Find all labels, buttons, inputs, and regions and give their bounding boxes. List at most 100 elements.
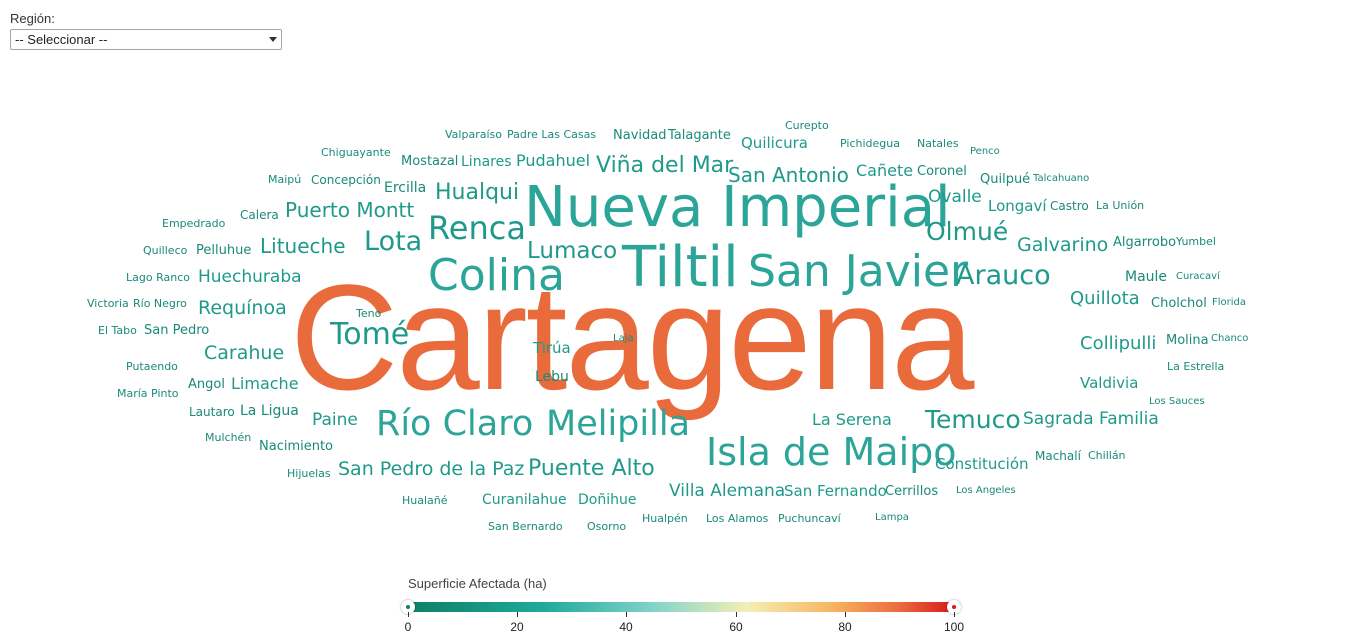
word-cloud-item[interactable]: Padre Las Casas — [507, 128, 597, 141]
word-cloud-item[interactable]: Linares — [461, 154, 512, 170]
word-cloud-item[interactable]: Angol — [188, 377, 225, 392]
word-cloud-item[interactable]: Penco — [970, 146, 1000, 157]
word-cloud-item[interactable]: Ercilla — [384, 180, 427, 196]
legend-min-handle[interactable] — [401, 600, 415, 614]
word-cloud-item[interactable]: Valparaíso — [445, 128, 502, 141]
word-cloud-item[interactable]: Río Negro — [133, 297, 187, 310]
word-cloud-item[interactable]: Yumbel — [1176, 235, 1216, 248]
word-cloud-item[interactable]: Hualañé — [402, 494, 448, 507]
word-cloud-item[interactable]: Coronel — [917, 164, 967, 179]
word-cloud-item[interactable]: Paine — [312, 410, 358, 430]
word-cloud-item[interactable]: Talagante — [668, 128, 731, 143]
word-cloud-item[interactable]: San Pedro — [144, 323, 210, 338]
word-cloud-item[interactable]: Arauco — [956, 260, 1051, 291]
word-cloud-item[interactable]: Colina — [428, 250, 565, 301]
word-cloud-item[interactable]: El Tabo — [98, 324, 137, 337]
word-cloud-item[interactable]: Litueche — [260, 234, 346, 258]
word-cloud-item[interactable]: Nueva Imperial — [524, 175, 951, 240]
word-cloud-item[interactable]: Chillán — [1088, 449, 1126, 462]
word-cloud-item[interactable]: Lautaro — [189, 405, 235, 419]
word-cloud-item[interactable]: San Bernardo — [488, 520, 563, 533]
word-cloud-item[interactable]: Sagrada Familia — [1023, 409, 1159, 429]
word-cloud-item[interactable]: Requínoa — [198, 297, 287, 319]
word-cloud-item[interactable]: Chiguayante — [321, 146, 391, 159]
word-cloud-item[interactable]: Laja — [613, 333, 634, 344]
word-cloud-item[interactable]: Puente Alto — [528, 456, 655, 481]
word-cloud-item[interactable]: Pichidegua — [840, 137, 900, 150]
word-cloud-item[interactable]: San Antonio — [728, 163, 849, 187]
word-cloud-item[interactable]: Huechuraba — [198, 267, 302, 287]
word-cloud-item[interactable]: Curanilahue — [482, 492, 567, 508]
word-cloud-item[interactable]: Navidad — [613, 128, 667, 143]
word-cloud-item[interactable]: San Javier — [748, 246, 969, 297]
word-cloud-item[interactable]: Pudahuel — [516, 151, 591, 170]
word-cloud-item[interactable]: Mostazal — [401, 154, 459, 169]
word-cloud-item[interactable]: María Pinto — [117, 387, 179, 400]
word-cloud-item[interactable]: Hijuelas — [287, 467, 331, 480]
word-cloud-item[interactable]: Renca — [428, 209, 526, 247]
word-cloud-item[interactable]: Río Claro — [376, 404, 534, 444]
word-cloud-item[interactable]: Constitución — [935, 455, 1029, 473]
word-cloud-item[interactable]: Puerto Montt — [285, 198, 415, 222]
word-cloud-item[interactable]: Galvarino — [1017, 234, 1109, 256]
word-cloud-item[interactable]: Teno — [356, 307, 382, 320]
word-cloud-item[interactable]: Carahue — [204, 342, 285, 364]
word-cloud-item[interactable]: Los Angeles — [956, 485, 1016, 496]
word-cloud-item[interactable]: Natales — [917, 137, 959, 150]
word-cloud-item[interactable]: Lago Ranco — [126, 271, 190, 284]
word-cloud-item[interactable]: Quillota — [1070, 288, 1140, 309]
word-cloud-item[interactable]: Lampa — [875, 512, 909, 523]
word-cloud-item[interactable]: Pelluhue — [196, 243, 252, 258]
word-cloud-item[interactable]: Tiltil — [622, 235, 739, 300]
word-cloud-item[interactable]: Curacaví — [1176, 271, 1220, 282]
word-cloud-item[interactable]: Tomé — [330, 317, 410, 352]
word-cloud-item[interactable]: Olmué — [926, 217, 1009, 246]
word-cloud-item[interactable]: Puchuncaví — [778, 512, 841, 525]
word-cloud-item[interactable]: Lebu — [535, 369, 569, 385]
word-cloud-item[interactable]: Quilicura — [741, 134, 808, 152]
word-cloud-item[interactable]: La Ligua — [240, 403, 299, 419]
word-cloud-item[interactable]: Putaendo — [126, 360, 178, 373]
word-cloud-item[interactable]: Molina — [1166, 333, 1209, 348]
word-cloud-item[interactable]: Temuco — [925, 405, 1021, 434]
word-cloud-item[interactable]: Victoria — [87, 297, 129, 310]
word-cloud-item[interactable]: Castro — [1050, 199, 1089, 213]
word-cloud-item[interactable]: Cholchol — [1151, 296, 1207, 311]
word-cloud-item[interactable]: Melipilla — [546, 404, 691, 444]
word-cloud-item[interactable]: Doñihue — [578, 492, 637, 508]
word-cloud-item[interactable]: La Estrella — [1167, 360, 1225, 373]
word-cloud-item[interactable]: Machalí — [1035, 449, 1081, 463]
word-cloud-item[interactable]: Valdivia — [1080, 374, 1139, 392]
word-cloud-item[interactable]: La Serena — [812, 410, 892, 429]
word-cloud-item[interactable]: La Unión — [1096, 199, 1145, 212]
word-cloud-item[interactable]: Los Sauces — [1149, 396, 1205, 407]
word-cloud-item[interactable]: Cañete — [856, 161, 914, 180]
word-cloud-item[interactable]: Hualqui — [435, 180, 520, 205]
word-cloud-item[interactable]: Isla de Maipo — [706, 430, 957, 474]
word-cloud-item[interactable]: Talcahuano — [1033, 173, 1090, 184]
word-cloud-item[interactable]: San Fernando — [784, 482, 887, 500]
word-cloud-item[interactable]: Cerrillos — [885, 484, 939, 499]
word-cloud-item[interactable]: Osorno — [587, 520, 627, 533]
word-cloud-item[interactable]: Ovalle — [928, 187, 982, 207]
word-cloud-item[interactable]: Empedrado — [162, 217, 226, 230]
legend-max-handle[interactable] — [947, 600, 961, 614]
word-cloud-item[interactable]: Calera — [240, 208, 279, 222]
word-cloud-item[interactable]: San Pedro de la Paz — [338, 458, 525, 480]
word-cloud-item[interactable]: Longaví — [988, 197, 1047, 215]
word-cloud-item[interactable]: Mulchén — [205, 431, 252, 444]
word-cloud-item[interactable]: Cartagena — [290, 253, 974, 421]
word-cloud-item[interactable]: Chanco — [1211, 333, 1249, 344]
word-cloud-item[interactable]: Villa Alemana — [669, 481, 786, 501]
region-select[interactable]: -- Seleccionar -- — [10, 29, 282, 50]
word-cloud-item[interactable]: Hualpén — [642, 512, 688, 525]
word-cloud-item[interactable]: Concepción — [311, 173, 381, 187]
word-cloud-item[interactable]: Florida — [1212, 297, 1247, 308]
word-cloud-item[interactable]: Limache — [231, 374, 299, 393]
word-cloud-item[interactable]: Maipú — [268, 173, 302, 186]
word-cloud-item[interactable]: Nacimiento — [259, 439, 334, 454]
word-cloud-item[interactable]: Quilleco — [143, 244, 188, 257]
word-cloud-item[interactable]: Algarrobo — [1113, 235, 1177, 250]
word-cloud-item[interactable]: Maule — [1125, 269, 1168, 285]
word-cloud-item[interactable]: Curepto — [785, 119, 829, 132]
